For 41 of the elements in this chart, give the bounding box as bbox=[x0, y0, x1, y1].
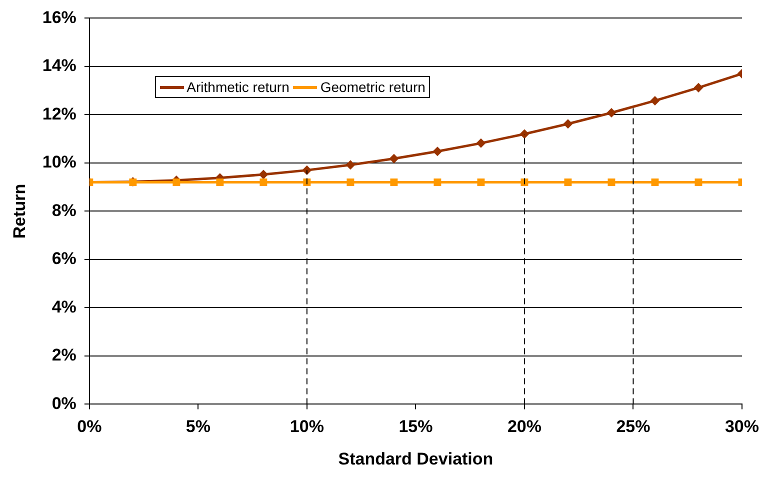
x-tick-label: 15% bbox=[398, 417, 433, 436]
point bbox=[607, 108, 616, 118]
point bbox=[608, 178, 616, 186]
point bbox=[477, 178, 485, 186]
x-tick-label: 25% bbox=[616, 417, 650, 436]
legend-label: Arithmetic return bbox=[186, 79, 290, 96]
point bbox=[390, 154, 398, 163]
point bbox=[259, 170, 268, 179]
point bbox=[520, 130, 529, 138]
y-tick-label: 10% bbox=[42, 152, 76, 172]
point bbox=[564, 178, 572, 186]
y-tick-label: 2% bbox=[52, 346, 76, 365]
x-tick-label: 10% bbox=[290, 417, 324, 436]
y-tick-label: 4% bbox=[52, 297, 76, 316]
y-tick-label: 8% bbox=[52, 200, 76, 220]
x-tick-label: 20% bbox=[507, 417, 542, 436]
point bbox=[346, 160, 355, 170]
x-axis-title: Standard Deviation bbox=[338, 449, 494, 468]
point bbox=[216, 178, 224, 186]
point bbox=[694, 83, 703, 92]
point bbox=[390, 178, 398, 186]
legend-label: Geometric return bbox=[320, 79, 426, 96]
y-tick-label: 0% bbox=[52, 394, 76, 413]
y-axis-title: Return bbox=[10, 184, 29, 239]
point bbox=[564, 120, 572, 128]
point bbox=[260, 178, 268, 186]
point bbox=[434, 178, 442, 186]
y-tick-label: 16% bbox=[42, 8, 76, 27]
point bbox=[694, 178, 702, 186]
point bbox=[346, 178, 354, 186]
point bbox=[650, 96, 660, 105]
x-tick-label: 0% bbox=[77, 417, 102, 436]
y-tick-label: 6% bbox=[52, 249, 76, 268]
y-tick-label: 12% bbox=[42, 104, 76, 124]
point bbox=[433, 147, 442, 156]
x-tick-label: 30% bbox=[724, 417, 760, 436]
point bbox=[651, 178, 659, 186]
point bbox=[476, 138, 486, 148]
x-tick-label: 5% bbox=[186, 417, 210, 436]
point bbox=[172, 178, 180, 186]
y-tick-label: 14% bbox=[42, 56, 76, 76]
